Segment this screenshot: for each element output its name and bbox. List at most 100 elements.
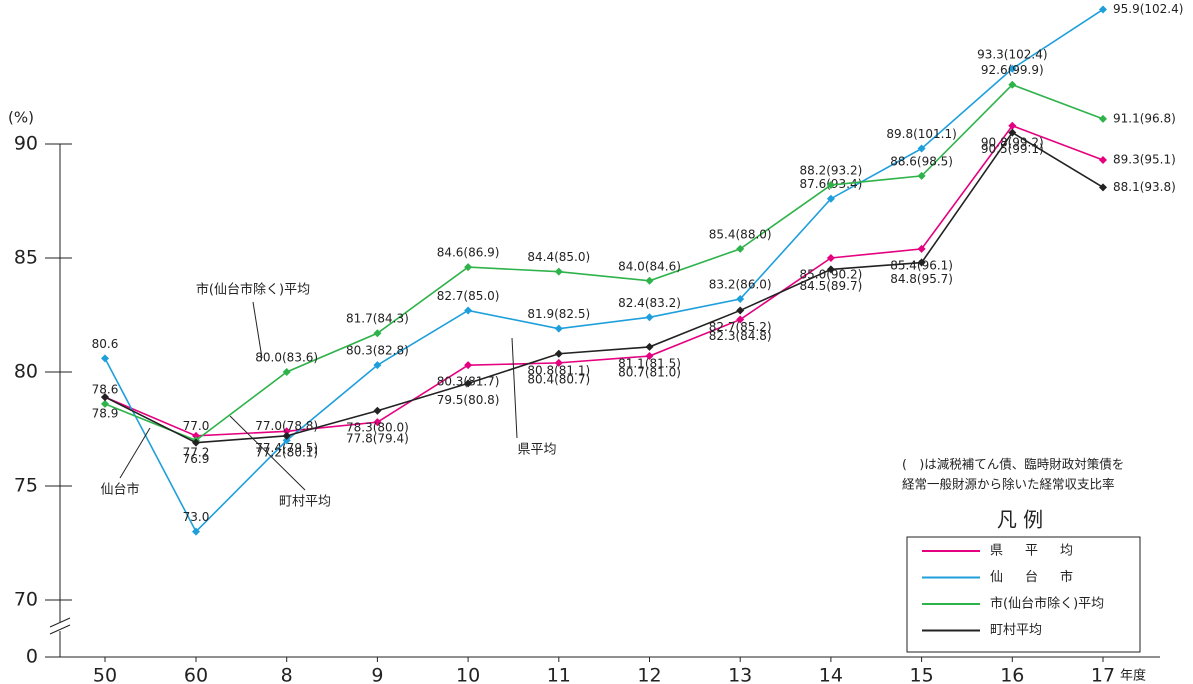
annotation-arrow bbox=[119, 427, 151, 479]
series-line bbox=[104, 83, 1104, 442]
point-marker bbox=[101, 354, 109, 363]
data-label: 80.7(81.0) bbox=[618, 366, 681, 380]
point-marker bbox=[192, 438, 200, 447]
point-marker bbox=[464, 361, 473, 370]
point-marker bbox=[917, 258, 926, 267]
x-tick-label: 60 bbox=[184, 665, 208, 684]
point-marker bbox=[645, 276, 654, 285]
annotation: 町村平均 bbox=[279, 495, 331, 510]
data-label: 85.4(88.0) bbox=[709, 227, 772, 241]
y-tick-label: 75 bbox=[14, 475, 38, 497]
data-label: 90.5(99.1) bbox=[981, 142, 1044, 156]
data-label: 82.3(84.8) bbox=[709, 329, 772, 343]
data-label: 73.0 bbox=[183, 510, 210, 524]
y-unit: (%) bbox=[8, 109, 34, 127]
y-tick-label: 85 bbox=[14, 247, 38, 269]
data-label: 77.2 bbox=[183, 445, 210, 459]
point-marker bbox=[826, 265, 835, 274]
x-tick-label: 15 bbox=[910, 665, 934, 684]
x-tick-label: 8 bbox=[281, 665, 293, 684]
point-marker bbox=[1008, 128, 1017, 137]
data-label: 84.8(95.7) bbox=[890, 272, 953, 286]
point-marker bbox=[464, 306, 473, 315]
point-marker bbox=[736, 244, 745, 253]
axis-break bbox=[52, 623, 68, 631]
point-marker bbox=[1008, 64, 1017, 73]
point-marker bbox=[1099, 114, 1107, 123]
point-marker bbox=[826, 254, 835, 262]
point-marker bbox=[373, 406, 382, 415]
data-label: 78.3(80.0) bbox=[346, 420, 409, 434]
data-label: 88.1(93.8) bbox=[1113, 180, 1176, 194]
point-marker bbox=[1008, 80, 1017, 89]
data-label: 84.0(84.6) bbox=[618, 259, 681, 273]
data-label: 83.2(86.0) bbox=[709, 278, 772, 292]
data-label: 92.6(99.9) bbox=[981, 63, 1044, 77]
y-tick-label: 80 bbox=[14, 361, 38, 383]
x-tick-label: 16 bbox=[1000, 665, 1024, 684]
data-label: 81.1(81.5) bbox=[618, 356, 681, 370]
legend-label: 市(仙台市除く)平均 bbox=[990, 596, 1104, 612]
point-marker bbox=[1099, 5, 1107, 14]
note: 経常一般財源から除いた経常収支比率 bbox=[902, 477, 1115, 492]
data-label: 85.0(90.2) bbox=[799, 268, 862, 282]
point-marker bbox=[736, 315, 745, 324]
x-tick-label: 14 bbox=[819, 665, 843, 684]
data-label: 78.9 bbox=[92, 407, 119, 421]
point-marker bbox=[373, 329, 382, 338]
point-marker bbox=[192, 431, 200, 440]
point-marker bbox=[645, 313, 654, 322]
data-label: 89.3(95.1) bbox=[1113, 152, 1176, 166]
point-marker bbox=[373, 418, 382, 427]
note: ( )は減税補てん債、臨時財政対策債を bbox=[902, 457, 1124, 472]
x-tick-label: 11 bbox=[547, 665, 571, 684]
annotation: 県平均 bbox=[517, 443, 556, 458]
data-label: 89.8(101.1) bbox=[886, 127, 956, 141]
annotation-arrow bbox=[511, 337, 518, 439]
annotation: 市(仙台市除く)平均 bbox=[196, 282, 310, 298]
data-label: 77.2(80.1) bbox=[255, 445, 318, 459]
point-marker bbox=[554, 324, 563, 333]
series-line bbox=[104, 124, 1104, 437]
data-label: 82.7(85.2) bbox=[709, 320, 772, 334]
data-label: 91.1(96.8) bbox=[1113, 111, 1176, 125]
legend-label: 仙台市 bbox=[990, 569, 1095, 585]
point-marker bbox=[645, 352, 654, 361]
series-line bbox=[104, 131, 1104, 444]
data-label: 82.7(85.0) bbox=[437, 289, 500, 303]
data-label: 88.2(93.2) bbox=[799, 164, 862, 178]
data-label: 81.7(84.3) bbox=[346, 312, 409, 326]
point-marker bbox=[554, 349, 563, 358]
data-label: 84.4(85.0) bbox=[527, 250, 590, 264]
data-label: 95.9(102.4) bbox=[1113, 2, 1183, 16]
legend-label: 町村平均 bbox=[990, 623, 1042, 638]
data-label: 79.5(80.8) bbox=[437, 393, 500, 407]
y-tick-label: 90 bbox=[14, 133, 38, 155]
x-unit: 年度 bbox=[1120, 668, 1146, 684]
point-marker bbox=[373, 361, 382, 370]
y-tick-label: 0 bbox=[26, 646, 38, 668]
annotation: 仙台市 bbox=[100, 482, 139, 498]
point-marker bbox=[826, 181, 835, 190]
point-marker bbox=[1099, 183, 1107, 192]
data-label: 84.5(89.7) bbox=[799, 279, 862, 293]
point-marker bbox=[554, 358, 563, 367]
annotation-arrow bbox=[252, 301, 263, 359]
point-marker bbox=[826, 194, 835, 203]
data-label: 84.6(86.9) bbox=[437, 246, 500, 260]
x-tick-label: 9 bbox=[371, 665, 383, 684]
data-label: 90.8(99.2) bbox=[981, 135, 1044, 149]
annotation-arrow bbox=[229, 415, 306, 491]
point-marker bbox=[645, 342, 654, 351]
point-marker bbox=[736, 306, 745, 315]
point-marker bbox=[101, 399, 109, 408]
data-label: 78.6 bbox=[92, 382, 119, 396]
point-marker bbox=[282, 368, 291, 376]
x-tick-label: 13 bbox=[728, 665, 752, 684]
data-label: 82.4(83.2) bbox=[618, 296, 681, 310]
point-marker bbox=[282, 431, 291, 440]
point-marker bbox=[554, 267, 563, 276]
point-marker bbox=[917, 244, 926, 253]
point-marker bbox=[282, 436, 291, 445]
